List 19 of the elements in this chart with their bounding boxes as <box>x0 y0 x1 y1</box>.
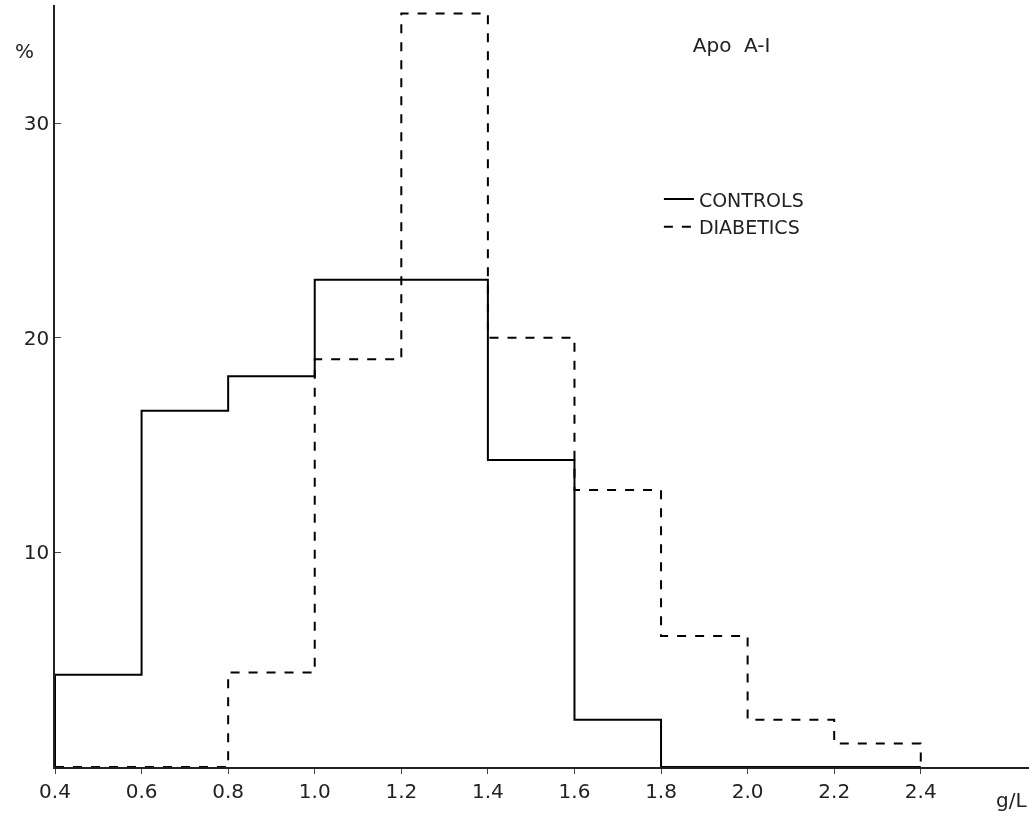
x-tick-label: 1.0 <box>298 778 331 803</box>
legend-label: DIABETICS <box>698 216 800 239</box>
x-tick-label: 1.6 <box>558 778 591 803</box>
text: Apo A-I <box>692 32 771 57</box>
x-tick-label: 1.2 <box>385 778 418 803</box>
x-tick-label: 1.8 <box>645 778 677 803</box>
y-axis-title: % <box>15 39 35 63</box>
legend-label: CONTROLS <box>698 188 804 211</box>
x-axis-title: g/L <box>996 788 1028 812</box>
x-tick-label: 2.4 <box>904 778 937 803</box>
x-tick-label: 2.0 <box>731 778 764 803</box>
x-tick-label: 2.2 <box>818 778 851 803</box>
x-tick-label: 0.8 <box>212 778 245 803</box>
y-tick-label: 30 <box>23 111 50 136</box>
y-tick-label: 10 <box>23 540 50 565</box>
y-tick-label: 20 <box>23 325 50 350</box>
x-tick-label: 0.4 <box>39 778 71 803</box>
x-tick-label: 0.6 <box>125 778 158 803</box>
x-tick-label: 1.4 <box>471 778 504 803</box>
